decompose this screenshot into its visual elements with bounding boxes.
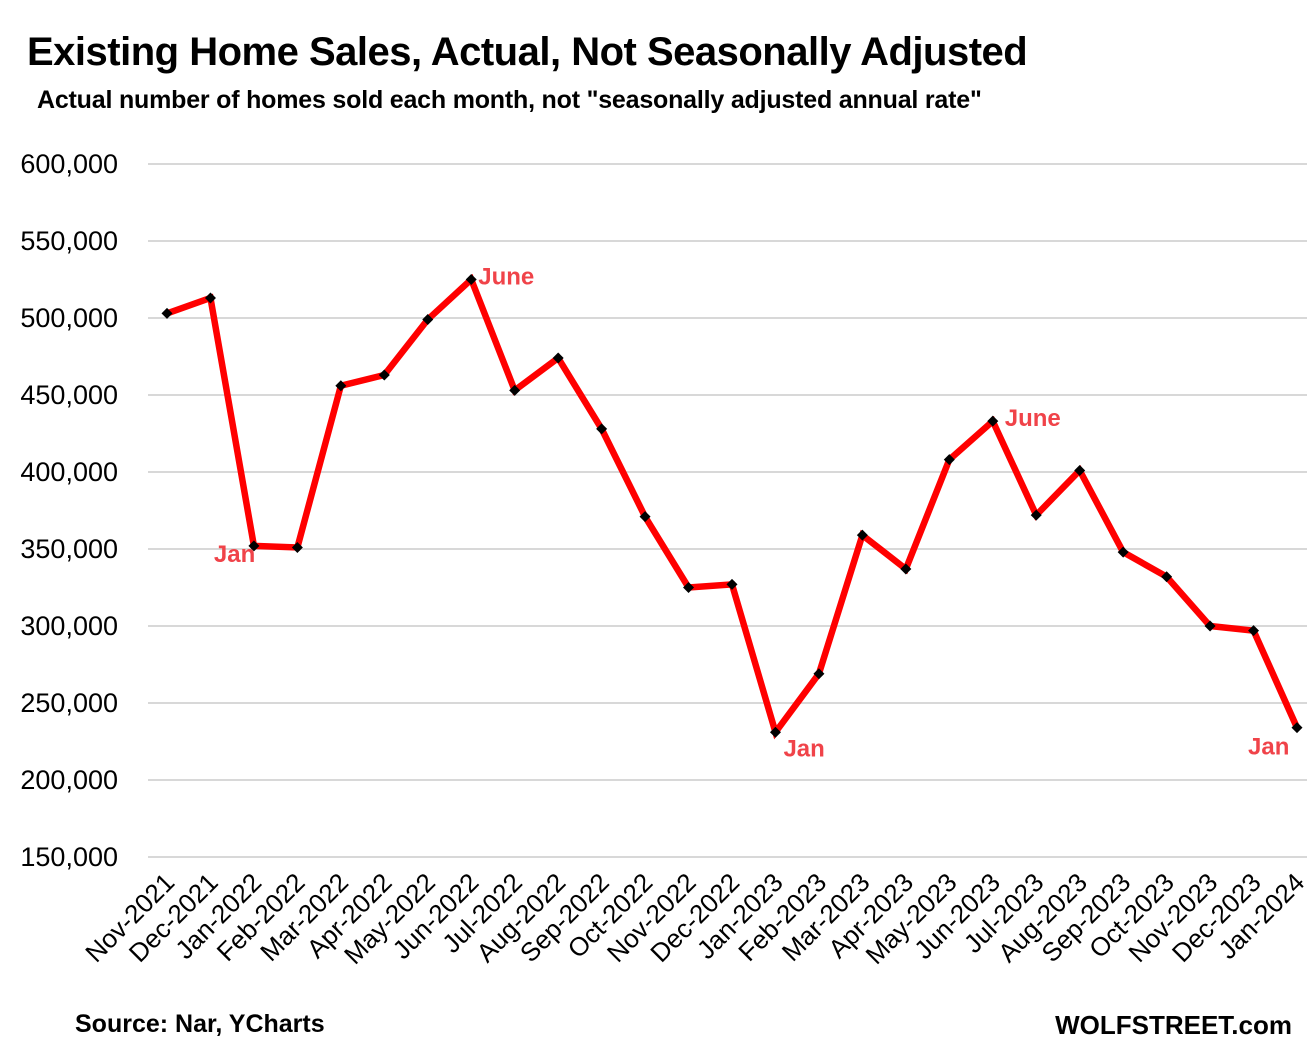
data-point-marker xyxy=(509,384,521,396)
data-point-marker xyxy=(291,541,303,553)
data-point-marker xyxy=(335,380,347,392)
sales-line xyxy=(163,273,1301,740)
chart-subtitle: Actual number of homes sold each month, … xyxy=(37,86,982,114)
data-point-marker xyxy=(422,314,434,326)
annotation-label: Jan xyxy=(783,735,824,762)
annotation-label: June xyxy=(1005,405,1061,432)
data-point-marker xyxy=(769,726,781,738)
y-axis-tick-label: 600,000 xyxy=(20,149,118,179)
wolfstreet-branding: WOLFSTREET.com xyxy=(1055,1010,1292,1040)
data-point-marker xyxy=(465,274,477,285)
data-point-marker xyxy=(900,563,912,575)
y-axis-tick-label: 300,000 xyxy=(20,611,118,641)
data-point-marker xyxy=(1074,464,1086,476)
data-point-marker xyxy=(248,540,260,552)
data-point-marker xyxy=(1204,620,1216,632)
annotation-label: Jan xyxy=(1248,734,1289,761)
data-point-marker xyxy=(378,369,390,381)
y-axis-tick-label: 500,000 xyxy=(20,303,118,333)
data-point-marker xyxy=(726,578,738,590)
data-point-marker xyxy=(813,668,825,680)
y-axis-tick-label: 350,000 xyxy=(20,534,118,564)
data-point-marker xyxy=(943,454,955,466)
chart-title: Existing Home Sales, Actual, Not Seasona… xyxy=(27,30,1028,74)
annotation-label: Jan xyxy=(214,541,255,568)
data-point-marker xyxy=(1161,571,1173,583)
data-point-marker xyxy=(552,352,564,364)
source-credit: Source: Nar, YCharts xyxy=(75,1010,325,1038)
y-axis-tick-label: 200,000 xyxy=(20,765,118,795)
data-point-marker xyxy=(683,582,695,593)
data-point-marker xyxy=(856,529,868,541)
annotation-label: June xyxy=(478,264,534,291)
y-axis-tick-label: 400,000 xyxy=(20,457,118,487)
y-axis-tick-label: 450,000 xyxy=(20,380,118,410)
data-point-marker xyxy=(987,415,999,427)
data-point-marker xyxy=(1030,509,1042,521)
data-point-marker xyxy=(1291,722,1303,734)
data-point-marker xyxy=(161,307,173,319)
y-axis-tick-label: 150,000 xyxy=(20,842,118,872)
data-point-marker xyxy=(204,292,216,304)
y-axis-tick-label: 250,000 xyxy=(20,688,118,718)
data-point-marker xyxy=(596,423,608,435)
y-axis-tick-label: 550,000 xyxy=(20,226,118,256)
data-point-marker xyxy=(1248,625,1260,637)
data-point-marker xyxy=(639,511,651,523)
data-point-marker xyxy=(1117,546,1129,558)
